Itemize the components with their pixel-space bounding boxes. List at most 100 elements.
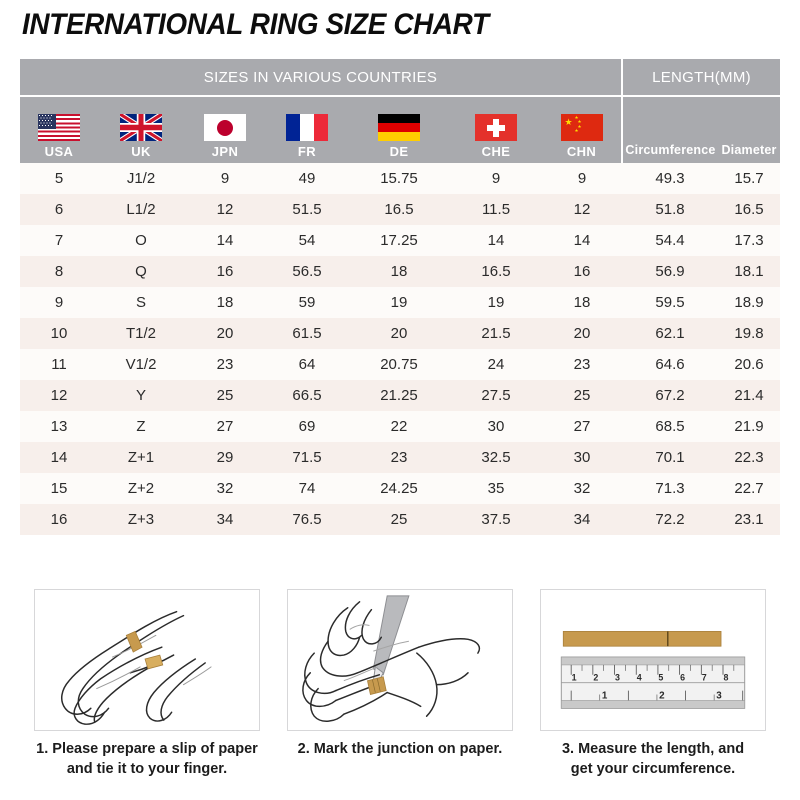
cell-jpn: 20 xyxy=(184,318,266,349)
table-row: 10 T1/2 20 61.5 20 21.5 20 62.1 19.8 xyxy=(20,318,781,349)
cell-uk: Y xyxy=(98,380,184,411)
cell-diameter: 21.9 xyxy=(718,411,781,442)
cell-che: 35 xyxy=(450,473,542,504)
cell-chn: 30 xyxy=(542,442,622,473)
cell-diameter: 16.5 xyxy=(718,194,781,225)
cell-jpn: 12 xyxy=(184,194,266,225)
cell-fr: 66.5 xyxy=(266,380,348,411)
cell-che: 32.5 xyxy=(450,442,542,473)
table-row: 5 J1/2 9 49 15.75 9 9 49.3 15.7 xyxy=(20,163,781,194)
cell-che: 37.5 xyxy=(450,504,542,535)
svg-text:2: 2 xyxy=(593,673,598,683)
svg-text:1: 1 xyxy=(602,690,608,701)
column-label-che: CHE xyxy=(481,144,511,159)
cell-jpn: 18 xyxy=(184,287,266,318)
cell-che: 21.5 xyxy=(450,318,542,349)
table-row: 15 Z+2 32 74 24.25 35 32 71.3 22.7 xyxy=(20,473,781,504)
cell-uk: V1/2 xyxy=(98,349,184,380)
instruction-step-1: 1. Please prepare a slip of paper and ti… xyxy=(34,589,260,779)
group-header-length: LENGTH(MM) xyxy=(622,59,781,96)
cell-jpn: 29 xyxy=(184,442,266,473)
table-country-header-row: USA UK xyxy=(20,95,781,163)
china-flag-icon: ★ ★ ★ ★ ★ xyxy=(560,114,603,141)
japan-flag-icon xyxy=(204,114,246,141)
usa-flag-icon xyxy=(38,114,80,141)
column-label-circumference: Circumference xyxy=(625,143,716,157)
svg-text:1: 1 xyxy=(572,673,577,683)
cell-diameter: 19.8 xyxy=(718,318,781,349)
cell-uk: Z xyxy=(98,411,184,442)
column-header-fr: FR xyxy=(266,95,348,163)
column-label-de: DE xyxy=(389,144,409,159)
cell-che: 30 xyxy=(450,411,542,442)
table-row: 8 Q 16 56.5 18 16.5 16 56.9 18.1 xyxy=(20,256,781,287)
cell-che: 19 xyxy=(450,287,542,318)
cell-diameter: 21.4 xyxy=(718,380,781,411)
instruction-panels: 1. Please prepare a slip of paper and ti… xyxy=(0,589,800,779)
cell-uk: S xyxy=(98,287,184,318)
cell-fr: 71.5 xyxy=(266,442,348,473)
svg-text:3: 3 xyxy=(716,690,722,701)
cell-jpn: 9 xyxy=(184,163,266,194)
cell-circumference: 72.2 xyxy=(622,504,718,535)
cell-chn: 20 xyxy=(542,318,622,349)
caption-line-1: 2. Mark the junction on paper. xyxy=(297,741,503,757)
cell-usa: 6 xyxy=(20,194,98,225)
table-row: 7 O 14 54 17.25 14 14 54.4 17.3 xyxy=(20,225,781,256)
cell-uk: Q xyxy=(98,256,184,287)
cell-fr: 49 xyxy=(266,163,348,194)
cell-de: 20.75 xyxy=(348,349,450,380)
cell-fr: 51.5 xyxy=(266,194,348,225)
cell-de: 23 xyxy=(348,442,450,473)
table-row: 9 S 18 59 19 19 18 59.5 18.9 xyxy=(20,287,781,318)
cell-circumference: 56.9 xyxy=(622,256,718,287)
cell-de: 25 xyxy=(348,504,450,535)
cell-uk: J1/2 xyxy=(98,163,184,194)
cell-jpn: 32 xyxy=(184,473,266,504)
cell-diameter: 22.7 xyxy=(718,473,781,504)
cell-jpn: 16 xyxy=(184,256,266,287)
instruction-caption-3: 3. Measure the length, and get your circ… xyxy=(540,740,766,779)
cell-che: 16.5 xyxy=(450,256,542,287)
cell-uk: Z+2 xyxy=(98,473,184,504)
cell-chn: 25 xyxy=(542,380,622,411)
paper-strip-marker xyxy=(125,630,164,670)
cell-de: 22 xyxy=(348,411,450,442)
cell-uk: T1/2 xyxy=(98,318,184,349)
cell-fr: 56.5 xyxy=(266,256,348,287)
cell-usa: 10 xyxy=(20,318,98,349)
cell-fr: 54 xyxy=(266,225,348,256)
cell-diameter: 17.3 xyxy=(718,225,781,256)
cell-circumference: 62.1 xyxy=(622,318,718,349)
cell-uk: L1/2 xyxy=(98,194,184,225)
cell-chn: 16 xyxy=(542,256,622,287)
cell-jpn: 25 xyxy=(184,380,266,411)
instruction-step-2: 2. Mark the junction on paper. xyxy=(287,589,513,779)
cell-chn: 34 xyxy=(542,504,622,535)
cell-che: 14 xyxy=(450,225,542,256)
cell-usa: 13 xyxy=(20,411,98,442)
ruler-cm-numbers: 1 2 3 4 5 6 7 8 xyxy=(572,673,729,683)
cell-circumference: 70.1 xyxy=(622,442,718,473)
table-row: 6 L1/2 12 51.5 16.5 11.5 12 51.8 16.5 xyxy=(20,194,781,225)
cell-jpn: 14 xyxy=(184,225,266,256)
cell-che: 27.5 xyxy=(450,380,542,411)
cell-chn: 18 xyxy=(542,287,622,318)
cell-usa: 12 xyxy=(20,380,98,411)
cell-uk: Z+1 xyxy=(98,442,184,473)
ring-size-table-body: 5 J1/2 9 49 15.75 9 9 49.3 15.7 6 L1/2 12 51.5 16.5 11… xyxy=(20,163,781,535)
cell-circumference: 67.2 xyxy=(622,380,718,411)
cell-circumference: 68.5 xyxy=(622,411,718,442)
hand-paper-strip-drawing xyxy=(60,610,212,725)
cell-de: 21.25 xyxy=(348,380,450,411)
svg-text:8: 8 xyxy=(723,673,728,683)
column-header-diameter: Diameter xyxy=(718,95,781,163)
cell-circumference: 54.4 xyxy=(622,225,718,256)
ruler-inch-numbers: 1 2 3 xyxy=(602,690,722,701)
cell-fr: 64 xyxy=(266,349,348,380)
cell-diameter: 18.1 xyxy=(718,256,781,287)
cell-chn: 32 xyxy=(542,473,622,504)
